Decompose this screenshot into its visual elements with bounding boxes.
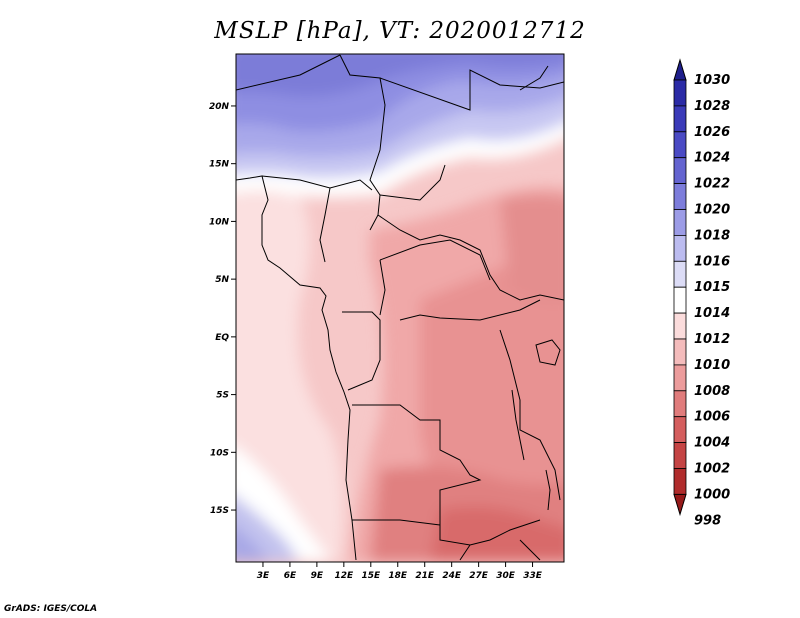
border-drc-angola bbox=[352, 404, 541, 546]
lake-victoria bbox=[535, 339, 561, 366]
colorbar-segment bbox=[673, 157, 687, 184]
colorbar-segment bbox=[673, 105, 687, 133]
band-1008-east bbox=[500, 195, 564, 304]
colorbar-label: 1022 bbox=[694, 177, 730, 192]
lon-tick-label: 15E bbox=[361, 571, 381, 581]
lon-tick-label: 24E bbox=[442, 571, 462, 581]
boundaries bbox=[236, 54, 564, 561]
colorbar: 1030 1028 1026 1024 1022 1020 1018 1016 1015 1014… bbox=[673, 58, 730, 528]
colorbar-label: 1024 bbox=[694, 151, 730, 166]
colorbar-label: 1015 bbox=[694, 280, 730, 295]
band-1018-sw bbox=[236, 526, 270, 562]
colorbar-label: 1006 bbox=[694, 410, 730, 425]
lon-tick-label: 12E bbox=[334, 571, 354, 581]
grads-credit: GrADS: IGES/COLA bbox=[4, 604, 98, 614]
band-1012-west bbox=[236, 195, 344, 562]
border-east bbox=[499, 329, 561, 501]
colorbar-label: 1004 bbox=[694, 436, 730, 451]
colorbar-label: 1030 bbox=[694, 73, 730, 88]
lon-tick-label: 18E bbox=[388, 571, 408, 581]
border-chad bbox=[379, 69, 564, 111]
lat-tick-label: 10S bbox=[210, 448, 229, 458]
colorbar-segment bbox=[673, 416, 687, 444]
colorbar-label: 1008 bbox=[694, 384, 730, 399]
band-1014 bbox=[236, 123, 564, 198]
lat-axis: 20N 15N 10N 5N EQ 5S 10S 15S bbox=[209, 102, 236, 516]
border-south bbox=[352, 519, 541, 561]
lon-tick-label: 6E bbox=[284, 571, 297, 581]
lon-tick-label: 33E bbox=[523, 571, 543, 581]
lat-tick-label: 15N bbox=[209, 160, 230, 170]
colorbar-segment bbox=[673, 338, 687, 366]
colorbar-label: 1028 bbox=[694, 99, 730, 114]
colorbar-label: 1002 bbox=[694, 462, 730, 477]
band-1004-south bbox=[430, 506, 564, 562]
colorbar-label: 1012 bbox=[694, 332, 730, 347]
lat-tick-label: 5S bbox=[216, 391, 229, 401]
colorbar-segment bbox=[673, 183, 687, 210]
lon-axis: 3E 6E 9E 12E 15E 18E 21E 24E 27E 30E 33E bbox=[257, 562, 543, 581]
lat-tick-label: 5N bbox=[215, 275, 229, 285]
colorbar-bottom-arrow bbox=[673, 493, 687, 517]
lake-tanganyika bbox=[511, 389, 525, 461]
band-1008-interior bbox=[420, 253, 564, 530]
lat-tick-label: 20N bbox=[209, 102, 230, 112]
colorbar-label: 1010 bbox=[694, 358, 730, 373]
lat-tick-label: EQ bbox=[215, 333, 229, 343]
pressure-field bbox=[236, 54, 564, 562]
border-north bbox=[236, 54, 386, 231]
colorbar-label: 1016 bbox=[694, 254, 730, 269]
lat-tick-label: 15S bbox=[210, 506, 229, 516]
lon-tick-label: 9E bbox=[311, 571, 324, 581]
border-car bbox=[379, 239, 491, 316]
colorbar-segment bbox=[673, 260, 687, 288]
colorbar-label: 1000 bbox=[694, 487, 730, 502]
colorbar-label: 1020 bbox=[694, 203, 730, 218]
colorbar-segment bbox=[673, 364, 687, 392]
lon-tick-label: 30E bbox=[496, 571, 516, 581]
colorbar-label: 1026 bbox=[694, 125, 730, 140]
colorbar-segment bbox=[673, 312, 687, 340]
lon-tick-label: 3E bbox=[257, 571, 270, 581]
colorbar-label: 998 bbox=[694, 513, 721, 528]
colorbar-segment bbox=[673, 209, 687, 236]
coastline-west-africa bbox=[236, 175, 357, 561]
map-title: MSLP [hPa], VT: 2020012712 bbox=[214, 18, 586, 44]
colorbar-segment bbox=[673, 442, 687, 469]
border-nigeria bbox=[319, 187, 564, 301]
colorbar-segment bbox=[673, 131, 687, 159]
lake-malawi bbox=[545, 469, 551, 511]
colorbar-segment bbox=[673, 286, 687, 314]
plot-frame bbox=[235, 53, 565, 563]
colorbar-label: 1014 bbox=[694, 306, 730, 321]
band-1022 bbox=[236, 54, 564, 96]
colorbar-segment bbox=[673, 79, 687, 107]
lon-tick-label: 21E bbox=[415, 571, 435, 581]
lon-tick-label: 27E bbox=[469, 571, 489, 581]
colorbar-segment bbox=[673, 390, 687, 418]
colorbar-segment bbox=[673, 234, 687, 262]
border-congo bbox=[342, 299, 541, 391]
colorbar-top-arrow bbox=[673, 58, 687, 81]
colorbar-segment bbox=[673, 468, 687, 495]
lat-tick-label: 10N bbox=[209, 217, 230, 227]
colorbar-label: 1018 bbox=[694, 228, 730, 243]
red-sea-coast bbox=[519, 65, 549, 91]
